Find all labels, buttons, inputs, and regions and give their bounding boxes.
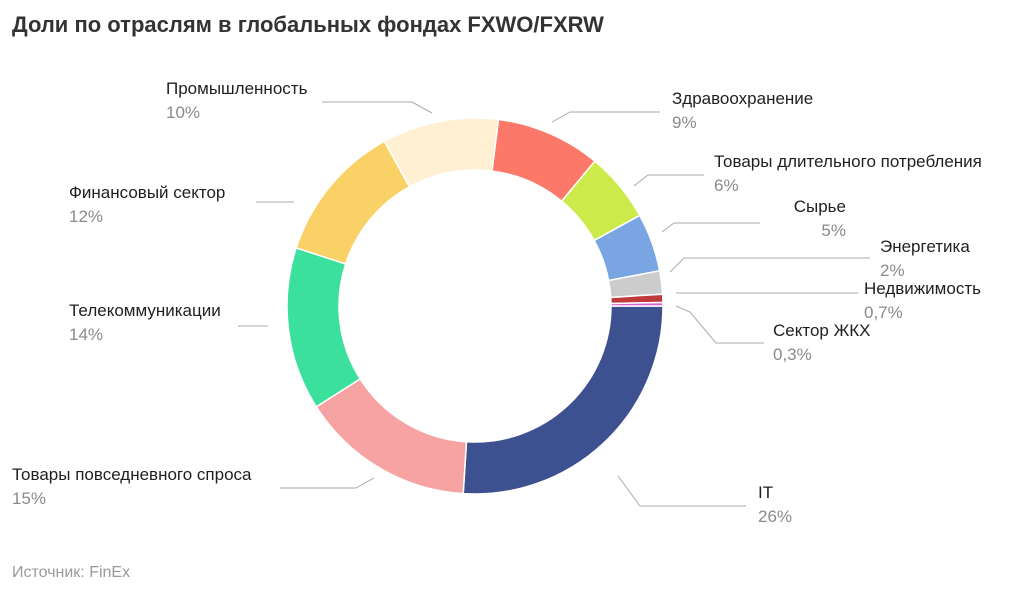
- slice-8-value-label: 2%: [880, 261, 905, 280]
- slice-6-name-label: Товары длительного потребления: [714, 152, 982, 171]
- slice-3-value-label: 12%: [69, 207, 103, 226]
- slice-3-arc: [295, 140, 411, 265]
- slice-0-arc: [462, 305, 664, 495]
- slice-6-value-label: 6%: [714, 176, 739, 195]
- slice-0-leader-line: [617, 475, 746, 507]
- slice-4-leader-line: [322, 101, 433, 114]
- slice-1-leader-line: [280, 477, 375, 489]
- slice-3-name-label: Финансовый сектор: [69, 183, 225, 202]
- slice-10-name-label: Сектор ЖКХ: [773, 321, 871, 340]
- chart-title: Доли по отраслям в глобальных фондах FXW…: [12, 12, 604, 37]
- slice-9-value-label: 0,7%: [864, 303, 903, 322]
- source-note: Источник: FinEx: [12, 564, 131, 581]
- slice-10-value-label: 0,3%: [773, 345, 812, 364]
- slice-0-name-label: IT: [758, 483, 773, 502]
- slice-8-leader-line: [669, 257, 870, 273]
- slice-8-name-label: Энергетика: [880, 237, 970, 256]
- slice-5-value-label: 9%: [672, 113, 697, 132]
- slice-9-name-label: Недвижимость: [864, 279, 981, 298]
- slice-7-leader-line: [661, 222, 760, 233]
- slice-6-leader-line: [633, 174, 704, 187]
- slice-0-value-label: 26%: [758, 507, 792, 526]
- slice-4-name-label: Промышленность: [166, 79, 308, 98]
- slice-5-leader-line: [551, 111, 660, 123]
- slice-1-name-label: Товары повседневного спроса: [12, 465, 252, 484]
- slice-4-value-label: 10%: [166, 103, 200, 122]
- slice-2-arc: [286, 246, 362, 408]
- slice-10-arc: [610, 301, 664, 307]
- slice-2-name-label: Телекоммуникации: [69, 301, 221, 320]
- slice-2-value-label: 14%: [69, 325, 103, 344]
- donut-slices: [286, 117, 664, 495]
- slice-1-arc: [315, 377, 468, 495]
- slice-7-value-label: 5%: [821, 221, 846, 240]
- slice-5-name-label: Здравоохранение: [672, 89, 813, 108]
- slice-labels: IT 26% Товары повседневного спроса 15% Телек…: [12, 79, 982, 526]
- slice-7-name-label: Сырье: [794, 197, 846, 216]
- slice-10-leader-line: [675, 305, 764, 344]
- slice-1-value-label: 15%: [12, 489, 46, 508]
